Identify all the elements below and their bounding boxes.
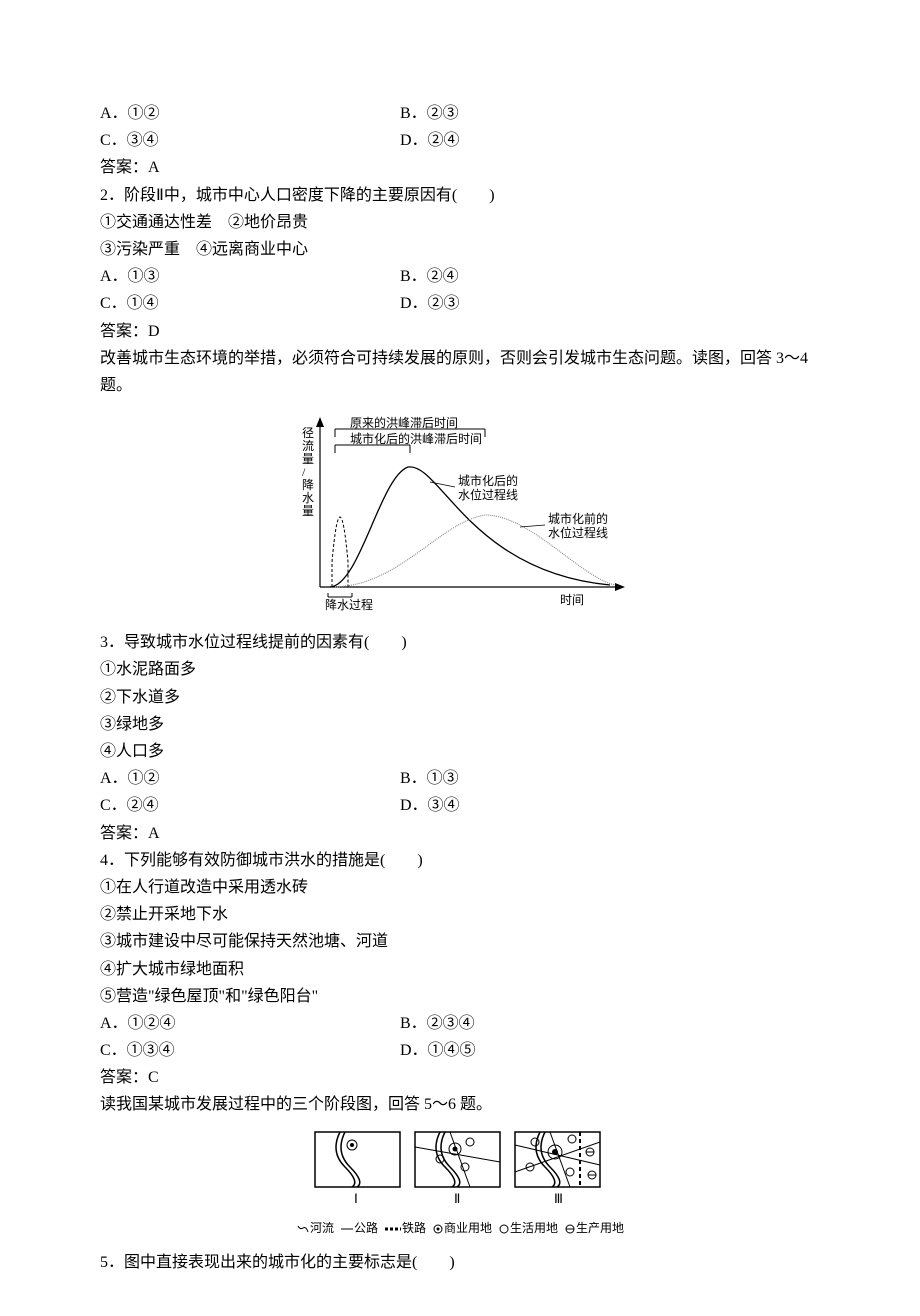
q2-answer: 答案：D [100,318,820,345]
city-stages-legend: 河流 公路 铁路 商业用地 生活用地 生产用地 [296,1218,624,1238]
q2-option-row-1: A．①③ B．②④ [100,263,820,290]
q1-option-a: A．①② [100,100,400,127]
legend-road: 公路 [354,1221,378,1235]
q2-option-row-2: C．①④ D．②③ [100,290,820,317]
q4-option-row-1: A．①②④ B．②③④ [100,1010,820,1037]
q1-option-c: C．③④ [100,127,400,154]
q3-item-2: ②下水道多 [100,684,820,711]
q3-item-4: ④人口多 [100,738,820,765]
q3-answer: 答案：A [100,820,820,847]
curve-before-label2: 水位过程线 [548,525,608,540]
y-axis-label: 径流量/降水量 [302,426,314,518]
bracket1-label: 原来的洪峰滞后时间 [350,415,458,430]
legend-commercial: 商业用地 [444,1221,492,1235]
rain-label: 降水过程 [325,597,373,612]
q3-item-1: ①水泥路面多 [100,656,820,683]
bracket2-label: 城市化后的洪峰滞后时间 [350,431,482,446]
q2-items-1: ①交通通达性差 ②地价昂贵 [100,209,820,236]
q1-option-row-1: A．①② B．②③ [100,100,820,127]
legend-river: 河流 [310,1221,334,1235]
q4-item-3: ③城市建设中尽可能保持天然池塘、河道 [100,928,820,955]
q3-option-a: A．①② [100,765,400,792]
curve-after-label1: 城市化后的 [458,473,518,488]
q4-item-4: ④扩大城市绿地面积 [100,956,820,983]
q4-option-c: C．①③④ [100,1037,400,1064]
panel1-label: Ⅰ [354,1191,358,1206]
intro-5-6: 读我国某城市发展过程中的三个阶段图，回答 5～6 题。 [100,1091,820,1118]
legend-living: 生活用地 [510,1221,558,1235]
q1-option-row-2: C．③④ D．②④ [100,127,820,154]
q1-option-b: B．②③ [400,100,820,127]
q2-option-b: B．②④ [400,263,820,290]
q1-answer: 答案：A [100,154,820,181]
q3-option-row-1: A．①② B．①③ [100,765,820,792]
q2-option-d: D．②③ [400,290,820,317]
q4-item-1: ①在人行道改造中采用透水砖 [100,874,820,901]
q5-stem: 5．图中直接表现出来的城市化的主要标志是( ) [100,1249,820,1276]
q1-option-d: D．②④ [400,127,820,154]
q4-option-row-2: C．①③④ D．①④⑤ [100,1037,820,1064]
q4-answer: 答案：C [100,1064,820,1091]
curve-before-label1: 城市化前的 [548,511,608,526]
q4-stem: 4．下列能够有效防御城市洪水的措施是( ) [100,847,820,874]
legend-production: 生产用地 [576,1221,624,1235]
q3-stem: 3．导致城市水位过程线提前的因素有( ) [100,629,820,656]
panel2-label: Ⅱ [454,1191,460,1206]
q2-stem: 2．阶段Ⅱ中，城市中心人口密度下降的主要原因有( ) [100,182,820,209]
q4-option-b: B．②③④ [400,1010,820,1037]
curve-after-label2: 水位过程线 [458,487,518,502]
q3-option-c: C．②④ [100,792,400,819]
q4-item-2: ②禁止开采地下水 [100,901,820,928]
q3-option-d: D．③④ [400,792,820,819]
panel3-label: Ⅲ [554,1191,563,1206]
q2-option-a: A．①③ [100,263,400,290]
q4-option-d: D．①④⑤ [400,1037,820,1064]
q3-option-row-2: C．②④ D．③④ [100,792,820,819]
q3-option-b: B．①③ [400,765,820,792]
city-stages-figure: Ⅰ Ⅱ Ⅲ 河流 公路 铁路 商业用地 生活用地 生产用地 [100,1127,820,1241]
runoff-chart: 径流量/降水量 原来的洪峰滞后时间 城市化后的洪峰滞后时间 城市化后的 水位过程… [100,407,820,621]
x-axis-label: 时间 [560,593,584,607]
q3-item-3: ③绿地多 [100,711,820,738]
q4-option-a: A．①②④ [100,1010,400,1037]
intro-3-4: 改善城市生态环境的举措，必须符合可持续发展的原则，否则会引发城市生态问题。读图，… [100,345,820,399]
q4-item-5: ⑤营造"绿色屋顶"和"绿色阳台" [100,983,820,1010]
legend-rail: 铁路 [402,1221,426,1235]
q2-option-c: C．①④ [100,290,400,317]
q2-items-2: ③污染严重 ④远离商业中心 [100,236,820,263]
